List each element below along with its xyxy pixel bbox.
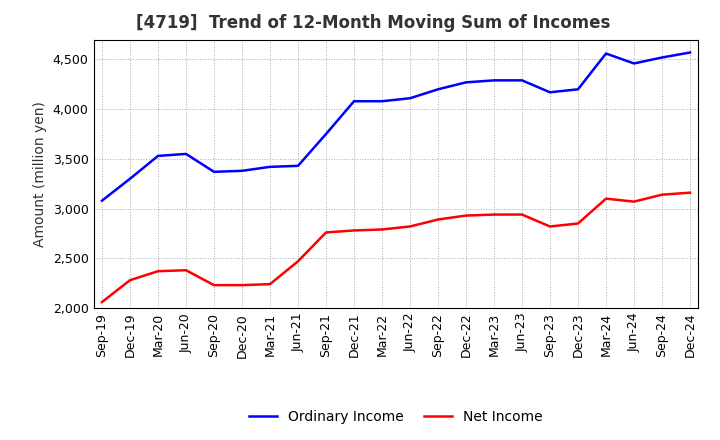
Ordinary Income [210,169,218,174]
Legend: Ordinary Income, Net Income: Ordinary Income, Net Income [243,405,549,430]
Net Income [350,228,359,233]
Ordinary Income [462,80,470,85]
Line: Ordinary Income: Ordinary Income [102,52,690,201]
Ordinary Income [546,90,554,95]
Ordinary Income [574,87,582,92]
Ordinary Income [433,87,442,92]
Ordinary Income [294,163,302,169]
Net Income [322,230,330,235]
Ordinary Income [153,153,162,158]
Net Income [266,282,274,287]
Ordinary Income [685,50,694,55]
Net Income [490,212,498,217]
Net Income [98,299,107,304]
Net Income [657,192,666,197]
Net Income [210,282,218,288]
Ordinary Income [378,99,387,104]
Net Income [433,217,442,222]
Text: [4719]  Trend of 12-Month Moving Sum of Incomes: [4719] Trend of 12-Month Moving Sum of I… [136,15,611,33]
Ordinary Income [126,176,135,181]
Ordinary Income [490,78,498,83]
Net Income [518,212,526,217]
Ordinary Income [181,151,190,157]
Ordinary Income [322,132,330,137]
Ordinary Income [630,61,639,66]
Ordinary Income [602,51,611,56]
Net Income [238,282,246,288]
Net Income [181,268,190,273]
Net Income [602,196,611,201]
Line: Net Income: Net Income [102,193,690,302]
Ordinary Income [350,99,359,104]
Net Income [294,259,302,264]
Net Income [685,190,694,195]
Net Income [153,268,162,274]
Ordinary Income [405,95,414,101]
Ordinary Income [518,78,526,83]
Ordinary Income [98,198,107,203]
Net Income [378,227,387,232]
Net Income [574,221,582,226]
Net Income [126,278,135,283]
Net Income [546,224,554,229]
Net Income [462,213,470,218]
Net Income [405,224,414,229]
Ordinary Income [238,168,246,173]
Ordinary Income [266,164,274,169]
Ordinary Income [657,55,666,60]
Net Income [630,199,639,204]
Y-axis label: Amount (million yen): Amount (million yen) [33,101,48,247]
